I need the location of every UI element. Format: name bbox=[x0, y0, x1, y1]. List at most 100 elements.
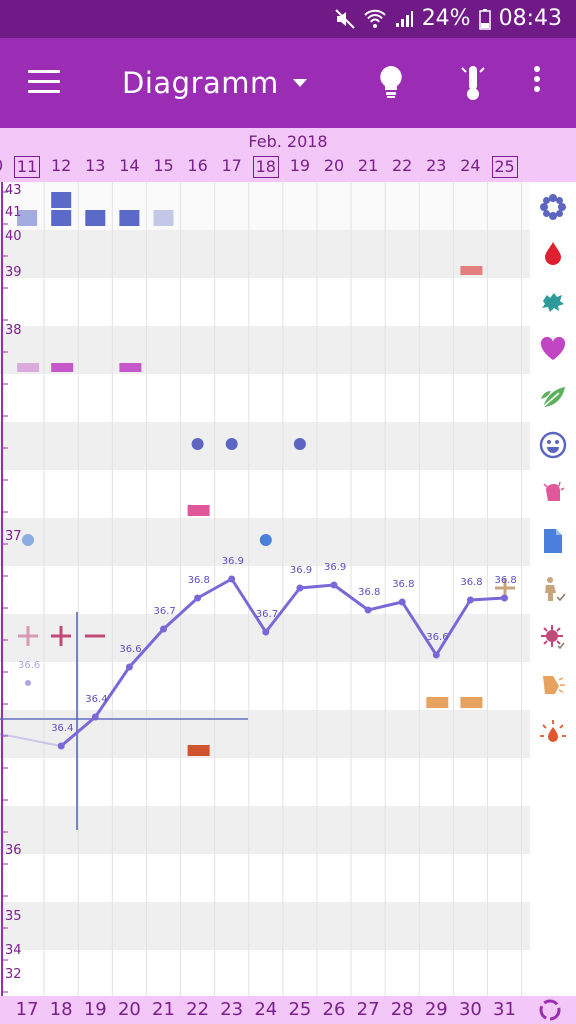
cervix-icon[interactable] bbox=[538, 670, 568, 700]
top-day-label[interactable]: 14 bbox=[119, 156, 140, 175]
leaf-icon[interactable] bbox=[538, 382, 568, 412]
plus-marker bbox=[18, 626, 38, 646]
temperature-label: 36.6 bbox=[426, 632, 448, 643]
bottom-day-label[interactable]: 18 bbox=[49, 999, 73, 1020]
bottom-day-label[interactable]: 24 bbox=[254, 999, 278, 1020]
ovulation-icon[interactable] bbox=[538, 718, 568, 748]
top-day-label[interactable]: 18 bbox=[252, 156, 279, 178]
top-day-label[interactable]: 24 bbox=[460, 156, 481, 175]
temperature-point bbox=[262, 628, 270, 636]
battery-icon bbox=[478, 8, 491, 30]
top-day-label[interactable]: 19 bbox=[289, 156, 311, 175]
bottom-day-label[interactable]: 30 bbox=[458, 999, 482, 1020]
top-day-label[interactable]: 10 bbox=[0, 156, 6, 176]
cervix-marker bbox=[426, 697, 449, 708]
top-day-label[interactable]: 20 bbox=[323, 156, 345, 175]
bottom-day-label[interactable]: 31 bbox=[493, 999, 516, 1020]
y-axis-label: 38 bbox=[5, 323, 22, 338]
more-options-icon[interactable] bbox=[532, 64, 542, 98]
temperature-point bbox=[466, 596, 474, 604]
bottom-day-label[interactable]: 23 bbox=[220, 999, 244, 1020]
bottom-day-label[interactable]: 29 bbox=[424, 999, 448, 1020]
top-day-label[interactable]: 17 bbox=[221, 156, 242, 175]
temperature-label: 36.6 bbox=[119, 644, 141, 655]
sex-marker bbox=[460, 266, 483, 275]
symptom-sidebar bbox=[530, 182, 576, 996]
bottom-day-row: 17 18 19 20 21 22 23 24 25 26 27 28 29 30 31 bbox=[0, 996, 576, 1024]
smiley-icon[interactable] bbox=[538, 430, 568, 460]
mood-marker bbox=[17, 363, 40, 372]
temperature-label: 36.8 bbox=[392, 579, 414, 590]
top-day-label[interactable]: 22 bbox=[392, 156, 413, 175]
date-header: Feb. 2018 10 11 12 13 14 15 16 17 18 19 20 21 22 23 24… bbox=[0, 128, 576, 182]
page-title: Diagramm bbox=[122, 66, 279, 100]
temperature-label: 36.8 bbox=[495, 575, 517, 586]
top-day-label[interactable]: 11 bbox=[14, 156, 41, 178]
temperature-point bbox=[501, 594, 508, 602]
temperature-label: 36.7 bbox=[256, 609, 278, 620]
bottom-day-label[interactable]: 28 bbox=[390, 999, 414, 1020]
cycle-chart[interactable]: 43 41 40 39 38 37 36 35 34 32 36.6 36.4 36.4 36.6 36.7… bbox=[0, 182, 530, 996]
top-day-label[interactable]: 21 bbox=[357, 156, 379, 175]
temperature-point bbox=[160, 625, 167, 633]
temperature-point bbox=[330, 581, 338, 589]
bottom-day-label[interactable]: 17 bbox=[15, 999, 39, 1020]
note-icon[interactable] bbox=[538, 526, 568, 556]
clock: 08:43 bbox=[498, 6, 562, 31]
status-bar: 24% 08:43 bbox=[0, 0, 576, 38]
grid-band bbox=[0, 710, 530, 758]
grid-band bbox=[0, 422, 530, 470]
top-day-label[interactable]: 25 bbox=[491, 156, 518, 178]
mucus-dot bbox=[191, 438, 204, 450]
bottom-day-label[interactable]: 22 bbox=[186, 999, 210, 1020]
heart-icon[interactable] bbox=[538, 334, 568, 364]
temperature-point bbox=[398, 598, 406, 606]
blood-drop-icon[interactable] bbox=[538, 238, 568, 268]
bleeding-marker bbox=[51, 210, 72, 226]
refresh-icon[interactable] bbox=[536, 996, 566, 1024]
mucus-dot bbox=[293, 438, 306, 450]
y-axis-label: 36 bbox=[5, 843, 22, 858]
y-axis-label: 43 bbox=[5, 183, 22, 198]
bottom-day-label[interactable]: 26 bbox=[322, 999, 346, 1020]
menu-icon[interactable] bbox=[28, 70, 60, 94]
bottom-day-label[interactable]: 25 bbox=[288, 999, 312, 1020]
temperature-label: 36.8 bbox=[460, 577, 482, 588]
top-day-label[interactable]: 15 bbox=[153, 156, 174, 175]
temperature-label: 36.9 bbox=[324, 562, 346, 573]
thermometer-icon[interactable] bbox=[460, 64, 486, 106]
y-axis-label: 37 bbox=[5, 529, 22, 544]
top-day-label[interactable]: 16 bbox=[187, 156, 208, 175]
flower-icon[interactable] bbox=[538, 192, 568, 222]
pain-icon[interactable] bbox=[538, 478, 568, 508]
bottom-day-label[interactable]: 27 bbox=[356, 999, 380, 1020]
month-label: Feb. 2018 bbox=[248, 132, 328, 151]
temperature-point bbox=[296, 584, 304, 592]
temperature-point bbox=[125, 663, 133, 671]
lightbulb-icon[interactable] bbox=[378, 64, 404, 104]
temperature-point bbox=[228, 575, 236, 583]
plus-marker bbox=[51, 626, 71, 646]
pregnancy-test-icon[interactable] bbox=[538, 574, 568, 604]
splash-icon[interactable] bbox=[538, 286, 568, 316]
top-day-label[interactable]: 23 bbox=[426, 156, 447, 175]
bottom-day-label[interactable]: 21 bbox=[152, 999, 175, 1020]
temperature-point bbox=[194, 594, 202, 602]
bottom-day-label[interactable]: 20 bbox=[117, 999, 141, 1020]
bleeding-marker bbox=[17, 210, 38, 226]
view-selector[interactable]: Diagramm bbox=[122, 66, 307, 100]
bottom-day-label[interactable]: 19 bbox=[83, 999, 107, 1020]
temperature-label: 36.6 bbox=[18, 660, 40, 671]
bleeding-marker bbox=[85, 210, 106, 226]
grid-band bbox=[0, 230, 530, 278]
wifi-icon bbox=[363, 9, 386, 29]
top-day-row: 10 11 12 13 14 15 16 17 18 19 20 21 22 23 24 25 bbox=[0, 156, 576, 178]
mucus-dot bbox=[225, 438, 238, 450]
chevron-down-icon bbox=[292, 79, 307, 87]
virus-icon[interactable] bbox=[538, 622, 568, 652]
temperature-label: 36.4 bbox=[51, 723, 73, 734]
top-day-label[interactable]: 12 bbox=[51, 156, 72, 175]
top-day-label[interactable]: 13 bbox=[85, 156, 106, 175]
y-axis-label: 40 bbox=[5, 229, 22, 244]
mucus-dot bbox=[22, 534, 34, 546]
